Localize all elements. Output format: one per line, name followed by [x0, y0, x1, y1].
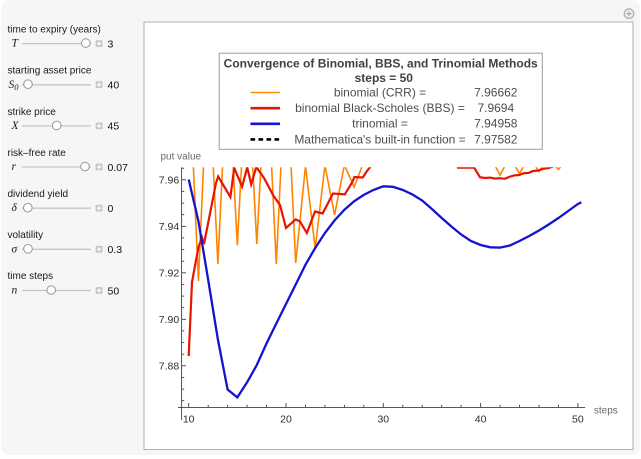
svg-text:put value: put value [161, 151, 202, 162]
svg-text:7.97582: 7.97582 [474, 132, 518, 146]
svg-text:7.88: 7.88 [159, 360, 180, 372]
svg-text:0.07: 0.07 [108, 162, 129, 174]
svg-text:X: X [11, 120, 20, 132]
svg-text:δ: δ [12, 202, 18, 214]
svg-text:7.96: 7.96 [159, 174, 180, 186]
svg-text:Mathematica's built-in functio: Mathematica's built-in function = [294, 132, 465, 146]
svg-text:3: 3 [108, 38, 114, 50]
svg-text:time to expiry (years): time to expiry (years) [8, 25, 101, 36]
svg-text:30: 30 [377, 413, 389, 425]
svg-text:7.94: 7.94 [159, 221, 180, 233]
svg-text:7.96662: 7.96662 [474, 85, 518, 99]
svg-text:50: 50 [572, 413, 584, 425]
svg-text:10: 10 [183, 413, 195, 425]
svg-text:S0: S0 [9, 79, 20, 92]
svg-text:steps = 50: steps = 50 [355, 71, 414, 85]
svg-text:7.9694: 7.9694 [477, 101, 514, 115]
svg-text:7.92: 7.92 [159, 267, 180, 279]
svg-text:45: 45 [108, 121, 120, 133]
svg-text:volatility: volatility [8, 230, 44, 241]
svg-text:40: 40 [475, 413, 487, 425]
svg-text:binomial Black-Scholes (BBS) =: binomial Black-Scholes (BBS) = [295, 101, 465, 115]
svg-text:time steps: time steps [8, 271, 54, 282]
svg-text:7.90: 7.90 [159, 314, 180, 326]
svg-text:50: 50 [108, 285, 120, 297]
svg-text:strike price: strike price [8, 107, 57, 118]
svg-text:trinomial =: trinomial = [352, 117, 408, 131]
svg-text:7.94958: 7.94958 [474, 117, 518, 131]
svg-text:20: 20 [280, 413, 292, 425]
svg-text:0.3: 0.3 [108, 244, 123, 256]
svg-text:0: 0 [108, 203, 114, 215]
svg-text:starting asset price: starting asset price [8, 66, 92, 77]
svg-text:σ: σ [12, 243, 19, 255]
svg-text:T: T [12, 38, 20, 50]
svg-text:steps: steps [594, 405, 618, 416]
svg-text:binomial (CRR) =: binomial (CRR) = [334, 85, 426, 99]
svg-text:risk–free rate: risk–free rate [8, 148, 67, 159]
svg-text:Convergence of Binomial, BBS,: Convergence of Binomial, BBS, and Trinom… [224, 56, 538, 70]
svg-text:40: 40 [108, 80, 120, 92]
svg-text:n: n [12, 285, 18, 297]
svg-text:r: r [12, 161, 17, 173]
svg-text:dividend yield: dividend yield [8, 189, 69, 200]
